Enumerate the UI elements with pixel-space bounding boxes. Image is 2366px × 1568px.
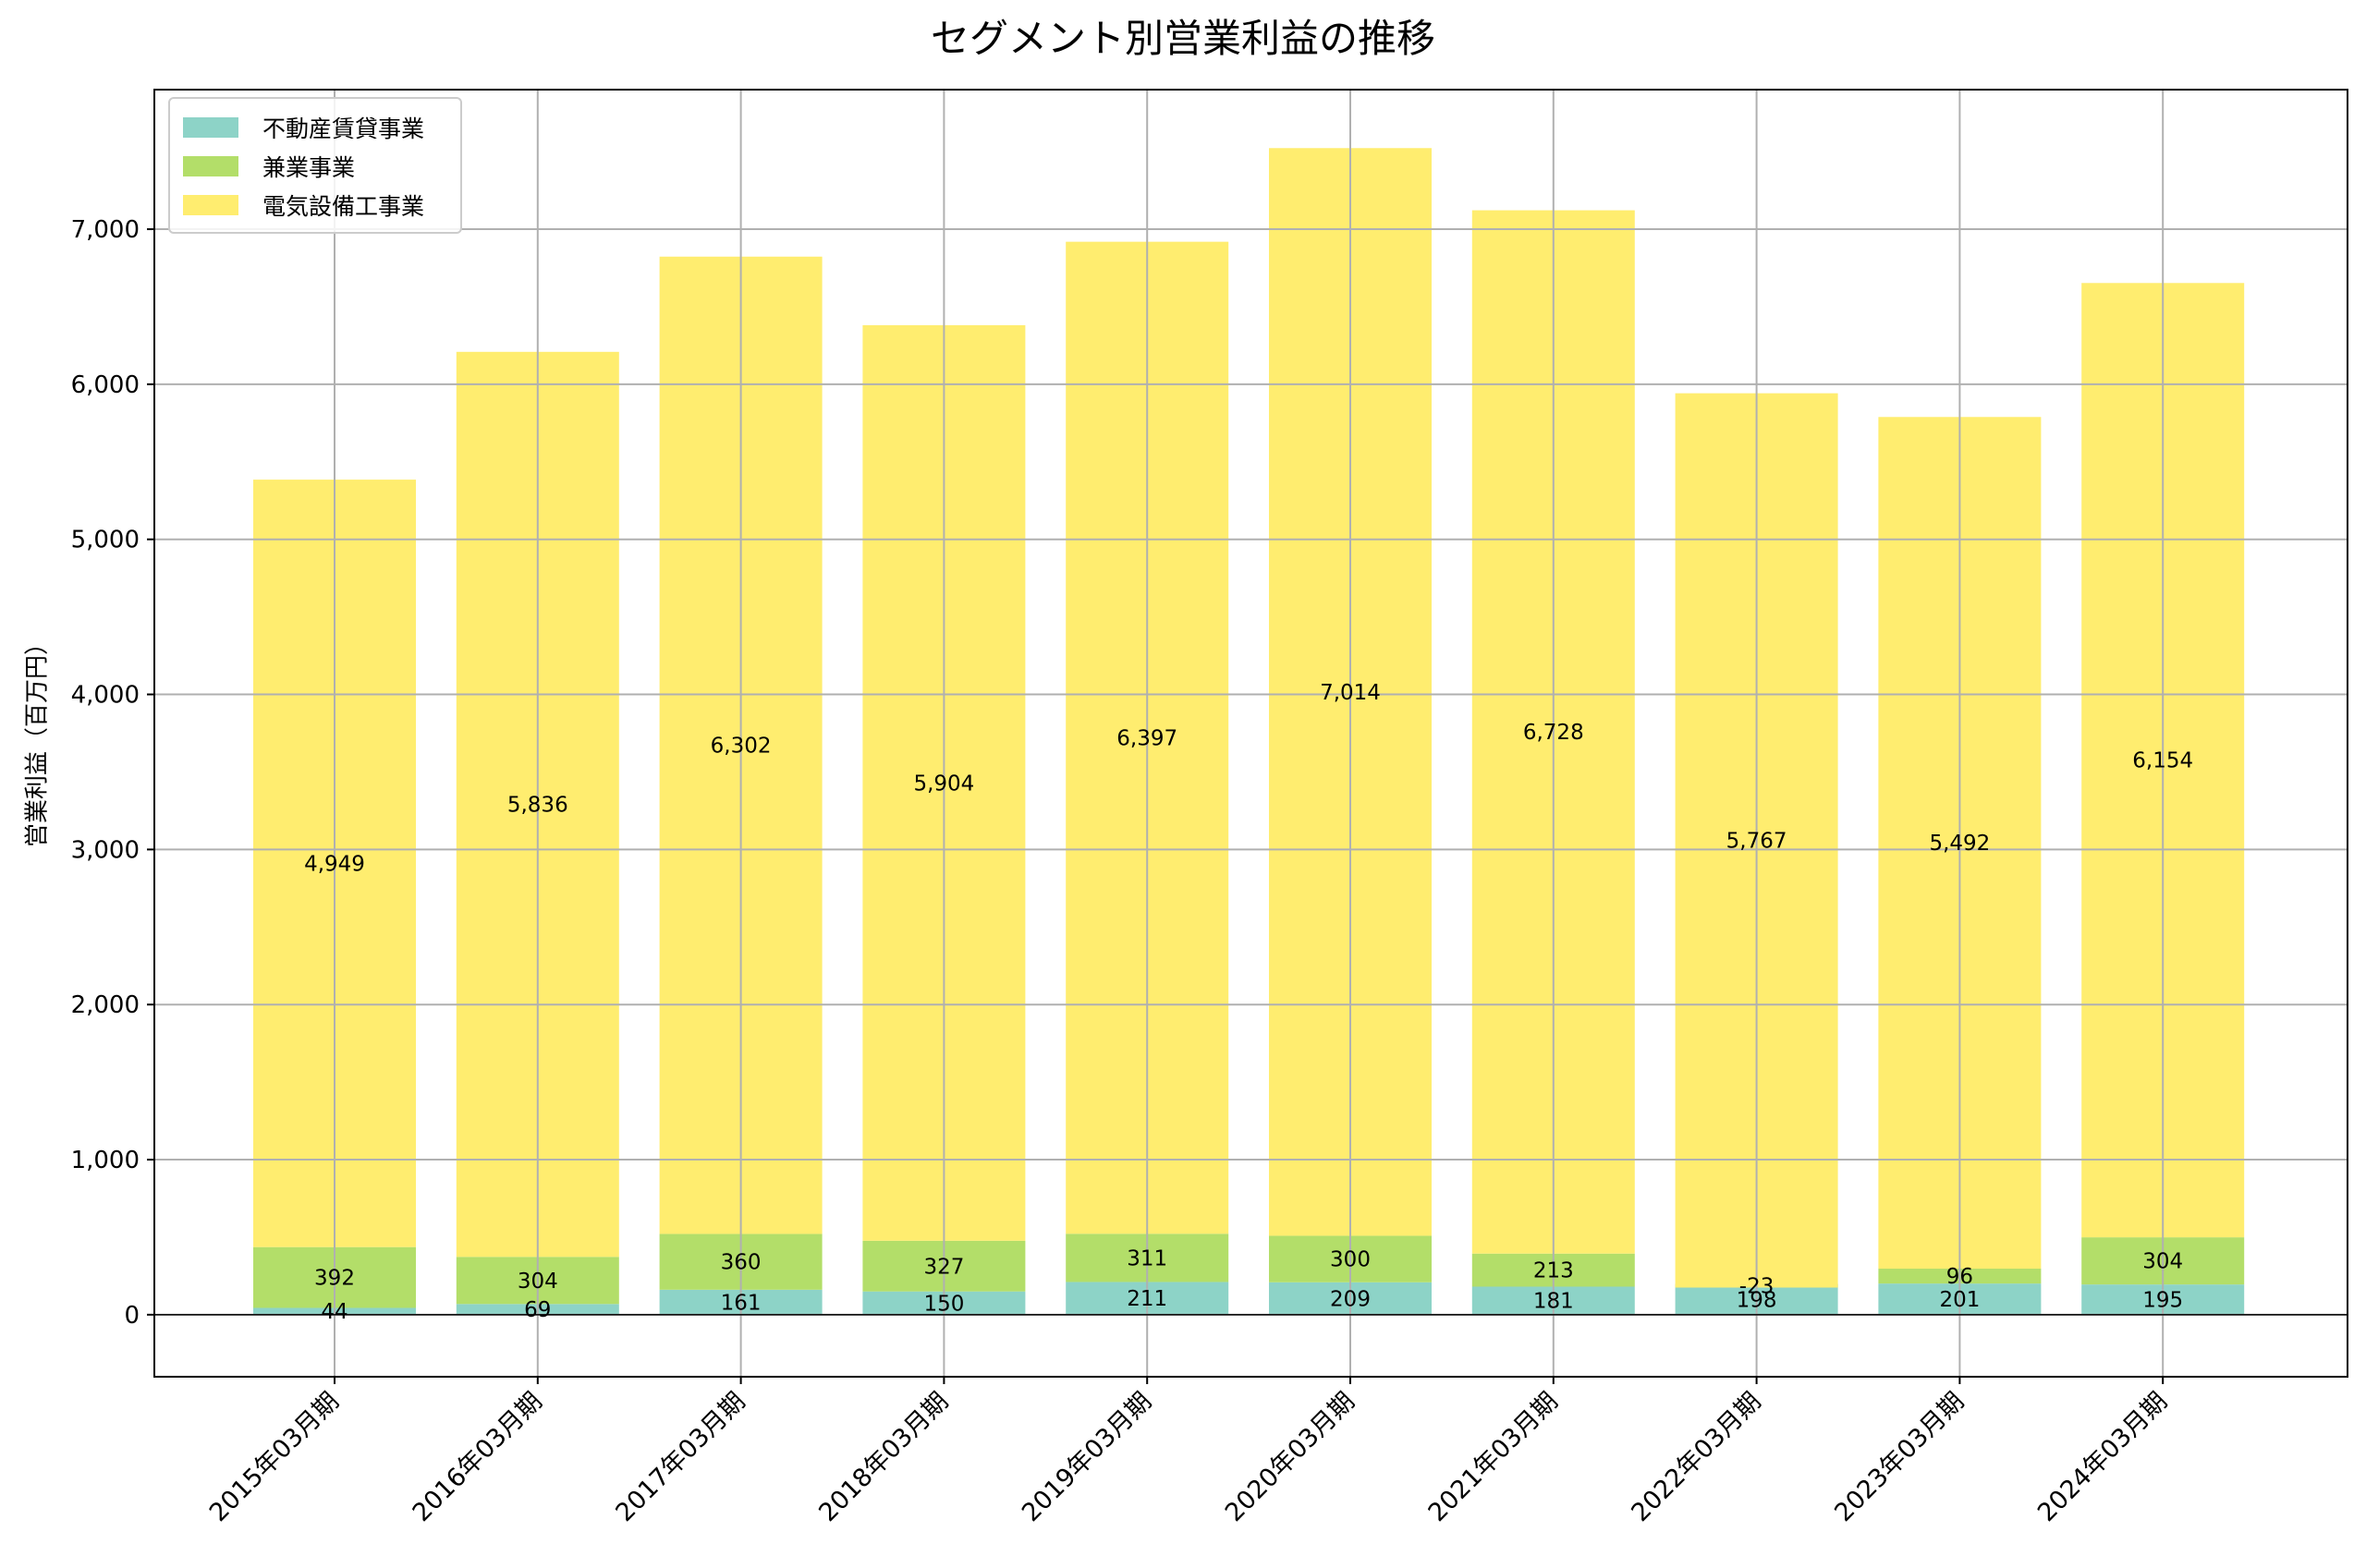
data-label: 150 xyxy=(923,1292,964,1316)
legend-label: 兼業事業 xyxy=(262,154,356,181)
x-tick-label: 2015年03月期 xyxy=(204,1387,345,1527)
legend-label: 不動産賃貸事業 xyxy=(262,115,425,142)
data-label: 5,836 xyxy=(507,794,568,818)
data-label: 7,014 xyxy=(1320,681,1381,705)
data-label: 304 xyxy=(2142,1250,2183,1274)
data-label: 5,492 xyxy=(1929,832,1990,856)
legend-item: 不動産賃貸事業 xyxy=(183,108,447,147)
data-label: -23 xyxy=(1739,1275,1774,1299)
data-label: 4,949 xyxy=(304,852,365,876)
data-label: 198 xyxy=(1737,1288,1777,1312)
legend-swatch xyxy=(183,195,238,215)
data-label: 213 xyxy=(1533,1259,1574,1283)
data-label: 311 xyxy=(1127,1246,1167,1270)
x-tick-label: 2017年03月期 xyxy=(610,1387,750,1527)
x-tick-label: 2018年03月期 xyxy=(813,1387,954,1527)
data-label: 6,728 xyxy=(1523,721,1584,745)
data-label: 300 xyxy=(1330,1248,1371,1272)
data-label: 360 xyxy=(721,1251,762,1275)
data-label: 6,154 xyxy=(2132,749,2193,773)
plot-frame xyxy=(153,89,2348,1378)
data-label: 181 xyxy=(1533,1290,1574,1314)
data-label: 201 xyxy=(1939,1288,1980,1312)
data-label: 44 xyxy=(321,1300,348,1324)
data-label: 6,302 xyxy=(711,735,772,759)
data-label: 304 xyxy=(518,1270,558,1294)
data-label: 5,767 xyxy=(1726,830,1787,854)
x-tick-label: 2020年03月期 xyxy=(1220,1387,1360,1527)
y-tick-label: 2,000 xyxy=(71,991,140,1019)
x-tick-label: 2019年03月期 xyxy=(1017,1387,1157,1527)
x-tick-label: 2021年03月期 xyxy=(1423,1387,1564,1527)
data-label: 211 xyxy=(1127,1287,1167,1311)
data-label: 209 xyxy=(1330,1287,1371,1311)
data-label: 327 xyxy=(923,1255,964,1279)
data-label: 96 xyxy=(1946,1265,1973,1289)
y-tick-label: 3,000 xyxy=(71,836,140,864)
y-tick-label: 7,000 xyxy=(71,216,140,244)
data-label: 392 xyxy=(314,1267,355,1291)
data-label: 6,397 xyxy=(1116,726,1177,750)
legend-item: 兼業事業 xyxy=(183,147,447,186)
y-tick-label: 5,000 xyxy=(71,527,140,554)
data-label: 195 xyxy=(2142,1289,2183,1313)
x-tick-label: 2016年03月期 xyxy=(408,1387,548,1527)
y-tick-label: 0 xyxy=(124,1302,140,1330)
data-label: 5,904 xyxy=(913,772,974,796)
data-label: 69 xyxy=(524,1298,551,1322)
y-tick-label: 6,000 xyxy=(71,371,140,399)
legend-label: 電気設備工事業 xyxy=(262,193,425,220)
x-tick-label: 2024年03月期 xyxy=(2032,1387,2173,1527)
legend-swatch xyxy=(183,156,238,176)
legend: 不動産賃貸事業 兼業事業 電気設備工事業 xyxy=(168,97,462,234)
legend-swatch xyxy=(183,117,238,138)
x-tick-label: 2022年03月期 xyxy=(1626,1387,1766,1527)
y-tick-label: 4,000 xyxy=(71,682,140,710)
legend-item: 電気設備工事業 xyxy=(183,186,447,225)
data-label: 161 xyxy=(721,1291,762,1315)
x-tick-label: 2023年03月期 xyxy=(1829,1387,1970,1527)
y-tick-label: 1,000 xyxy=(71,1147,140,1174)
chart-title: セグメント別営業利益の推移 xyxy=(930,16,1435,61)
